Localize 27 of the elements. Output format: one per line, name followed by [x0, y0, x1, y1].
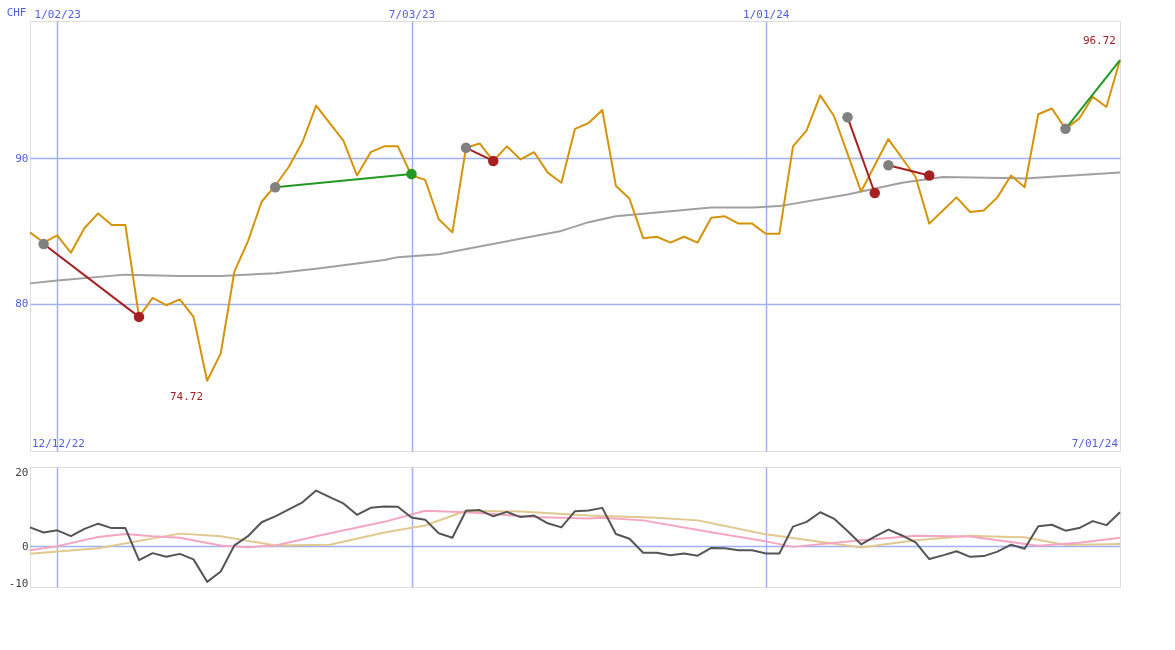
- point: [133, 311, 145, 323]
- y-tick-label: 80: [15, 297, 29, 311]
- y-tick-label: -10: [8, 576, 29, 590]
- point: [842, 111, 853, 123]
- point: [38, 238, 49, 250]
- annotation: 7/01/24: [1071, 437, 1119, 450]
- point: [869, 187, 880, 199]
- y-axis-title: CHF: [6, 5, 27, 19]
- annotation: 96.72: [1082, 34, 1116, 48]
- y-tick-label: 0: [21, 540, 29, 554]
- point: [488, 155, 499, 167]
- point: [270, 181, 281, 193]
- point: [924, 170, 935, 181]
- line-series: [29, 489, 1121, 583]
- x-tick-label: 7/03/23: [388, 7, 436, 21]
- line-series: [29, 171, 1121, 285]
- line-series: [29, 59, 1121, 382]
- x-tick-label: 1/01/24: [743, 7, 790, 21]
- point: [460, 142, 472, 154]
- x-tick-label: 1/02/23: [34, 7, 81, 21]
- annotation: 74.72: [170, 389, 204, 403]
- y-tick-label: 20: [15, 466, 29, 480]
- annotation: 12/12/22: [32, 437, 85, 450]
- point: [1060, 123, 1071, 135]
- point: [883, 160, 894, 171]
- y-tick-label: 90: [15, 151, 29, 165]
- point: [406, 168, 417, 180]
